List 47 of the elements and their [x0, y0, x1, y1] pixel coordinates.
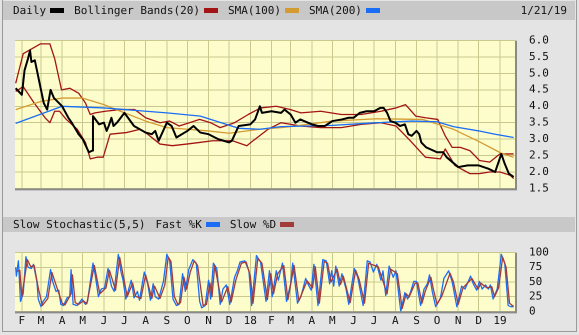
y-tick-label: 0: [529, 304, 536, 318]
y-tick-label: 2.5: [529, 148, 549, 162]
x-tick-label: D: [475, 314, 482, 327]
x-tick-label: A: [142, 314, 150, 327]
x-tick-label: A: [392, 314, 399, 327]
y-tick-label: 1.5: [529, 181, 549, 194]
y-tick-label: 50: [529, 274, 542, 288]
legend-label: SMA(200): [308, 4, 362, 17]
y-tick-label: 5.5: [529, 50, 549, 63]
x-tick-label: M: [287, 314, 294, 327]
legend-label: Slow %D: [230, 218, 276, 231]
legend-label: SMA(100): [228, 4, 281, 17]
y-tick-label: 6.0: [529, 33, 549, 46]
x-tick-label: J: [100, 314, 108, 327]
x-tick-label: O: [434, 314, 440, 327]
legend-label: Fast %K: [155, 218, 202, 231]
x-tick-label: N: [205, 314, 212, 327]
x-tick-label: A: [58, 314, 66, 327]
y-tick-label: 75: [529, 260, 542, 274]
legend-label: Bollinger Bands(20): [74, 4, 200, 17]
x-tick-label: M: [79, 314, 86, 327]
x-tick-label: F: [268, 314, 275, 327]
y-tick-label: 4.0: [529, 99, 549, 112]
x-tick-label: 19: [493, 314, 507, 327]
x-tick-label: J: [121, 314, 128, 327]
x-tick-label: S: [164, 314, 170, 327]
x-tick-label: A: [308, 314, 316, 327]
legend-label: Daily: [13, 4, 46, 17]
x-tick-label: J: [370, 314, 378, 327]
x-tick-label: M: [329, 314, 336, 327]
y-tick-label: 3.5: [529, 116, 549, 129]
x-tick-label: F: [18, 314, 26, 327]
y-tick-label: 2.0: [529, 164, 549, 178]
y-tick-label: 25: [529, 290, 542, 303]
x-tick-label: 18: [244, 314, 257, 327]
y-tick-label: 3.0: [529, 132, 549, 145]
x-tick-label: N: [454, 314, 462, 327]
y-tick-label: 100: [529, 245, 549, 258]
x-tick-label: D: [226, 314, 232, 327]
y-tick-label: 5.0: [529, 66, 549, 80]
x-tick-label: S: [413, 314, 420, 327]
x-tick-label: J: [350, 314, 357, 327]
x-tick-label: M: [38, 314, 45, 327]
text: 1/21/19: [520, 4, 567, 17]
x-tick-label: O: [184, 314, 191, 327]
legend-title: Slow Stochastic(5,5): [13, 218, 146, 231]
y-tick-label: 4.5: [529, 82, 549, 96]
